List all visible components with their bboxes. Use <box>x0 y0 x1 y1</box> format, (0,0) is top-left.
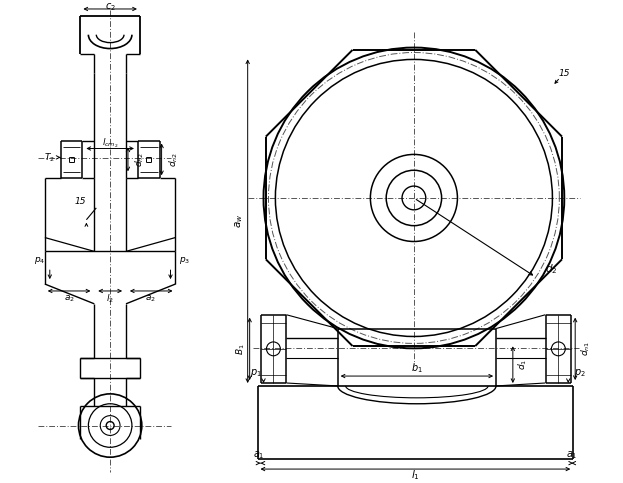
Text: $a_2$: $a_2$ <box>64 294 75 304</box>
Text: $a_w$: $a_w$ <box>233 214 245 228</box>
Text: $a_1$: $a_1$ <box>254 449 265 461</box>
Text: $p_3$: $p_3$ <box>179 255 190 266</box>
Text: $p_4$: $p_4$ <box>34 255 45 266</box>
Text: $d_{n2}$: $d_{n2}$ <box>167 152 179 167</box>
Text: $d_{n1}$: $d_{n1}$ <box>580 341 592 356</box>
Text: $a_1$: $a_1$ <box>566 449 578 461</box>
Text: $d_2$: $d_2$ <box>545 262 557 276</box>
Text: $l_2$: $l_2$ <box>106 293 114 305</box>
Text: 15: 15 <box>559 69 570 78</box>
Text: $l_{cm_2}$: $l_{cm_2}$ <box>102 137 118 150</box>
Text: $p_1$: $p_1$ <box>250 367 262 379</box>
Text: $T_2$: $T_2$ <box>44 151 55 164</box>
Text: $p_2$: $p_2$ <box>574 367 586 379</box>
Text: $d_{h2}$: $d_{h2}$ <box>133 152 146 167</box>
Text: $B_1$: $B_1$ <box>234 343 247 355</box>
Text: $d_1$: $d_1$ <box>516 359 529 370</box>
Text: $b_1$: $b_1$ <box>411 361 423 375</box>
Text: $a_2$: $a_2$ <box>145 294 156 304</box>
Text: $l_1$: $l_1$ <box>411 468 420 482</box>
Text: 15: 15 <box>75 198 86 206</box>
Text: $c_2$: $c_2$ <box>105 1 116 13</box>
